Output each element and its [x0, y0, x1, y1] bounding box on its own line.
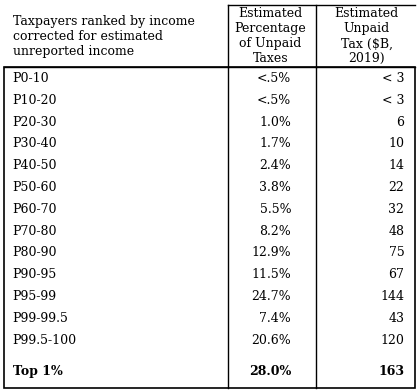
Text: 1.7%: 1.7% [259, 137, 291, 151]
Text: 32: 32 [388, 203, 404, 216]
Text: P60-70: P60-70 [13, 203, 57, 216]
Text: P10-20: P10-20 [13, 94, 57, 107]
Text: P30-40: P30-40 [13, 137, 57, 151]
Text: 28.0%: 28.0% [249, 365, 291, 378]
Text: 48: 48 [388, 225, 404, 238]
Text: P95-99: P95-99 [13, 290, 57, 303]
Text: P99-99.5: P99-99.5 [13, 312, 68, 325]
Text: 8.2%: 8.2% [259, 225, 291, 238]
Text: 67: 67 [388, 268, 404, 281]
Text: 12.9%: 12.9% [251, 247, 291, 260]
Text: P20-30: P20-30 [13, 116, 57, 129]
Text: 14: 14 [388, 159, 404, 172]
Text: P80-90: P80-90 [13, 247, 57, 260]
Text: Top 1%: Top 1% [13, 365, 62, 378]
Text: P0-10: P0-10 [13, 72, 49, 85]
Text: P99.5-100: P99.5-100 [13, 334, 77, 347]
Text: < 3: < 3 [382, 94, 404, 107]
Text: P50-60: P50-60 [13, 181, 57, 194]
Text: 75: 75 [388, 247, 404, 260]
Text: 144: 144 [380, 290, 404, 303]
Text: 11.5%: 11.5% [251, 268, 291, 281]
Text: 1.0%: 1.0% [259, 116, 291, 129]
Text: <.5%: <.5% [257, 94, 291, 107]
Text: 163: 163 [378, 365, 404, 378]
Text: 22: 22 [388, 181, 404, 194]
Text: P90-95: P90-95 [13, 268, 57, 281]
Text: 6: 6 [396, 116, 404, 129]
Text: P40-50: P40-50 [13, 159, 57, 172]
Text: 7.4%: 7.4% [259, 312, 291, 325]
Text: 20.6%: 20.6% [251, 334, 291, 347]
Text: 3.8%: 3.8% [259, 181, 291, 194]
Text: P70-80: P70-80 [13, 225, 57, 238]
Text: Taxpayers ranked by income
corrected for estimated
unreported income: Taxpayers ranked by income corrected for… [13, 15, 194, 58]
Text: Estimated
Unpaid
Tax ($B,
2019): Estimated Unpaid Tax ($B, 2019) [334, 7, 399, 65]
Text: 43: 43 [388, 312, 404, 325]
Text: 10: 10 [388, 137, 404, 151]
Bar [4, 67, 415, 388]
Text: <.5%: <.5% [257, 72, 291, 85]
Text: 24.7%: 24.7% [251, 290, 291, 303]
Text: 120: 120 [380, 334, 404, 347]
Text: Estimated
Percentage
of Unpaid
Taxes: Estimated Percentage of Unpaid Taxes [234, 7, 306, 65]
Text: < 3: < 3 [382, 72, 404, 85]
Text: 5.5%: 5.5% [260, 203, 291, 216]
Text: 2.4%: 2.4% [259, 159, 291, 172]
